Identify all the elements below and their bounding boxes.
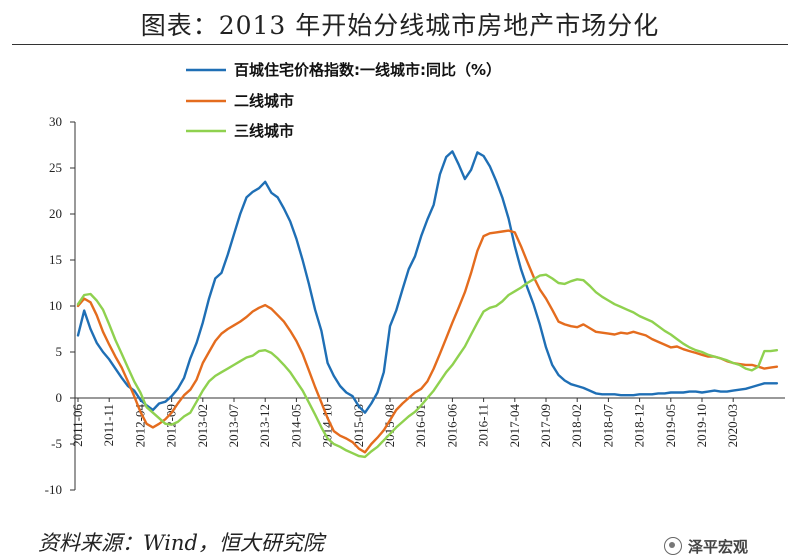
legend-label-2: 二线城市 [234, 92, 294, 110]
y-tick-label: -5 [51, 436, 62, 451]
x-tick-label: 2013-07 [226, 404, 241, 448]
x-tick-label: 2014-05 [288, 404, 303, 447]
x-tick-label: 2016-01 [413, 404, 428, 447]
series-line-3 [76, 273, 779, 459]
watermark: 泽平宏观 [664, 536, 748, 557]
x-tick-label: 2013-12 [257, 404, 272, 447]
source-note: 资料来源：Wind，恒大研究院 [38, 531, 324, 555]
x-tick-label: 2011-06 [70, 404, 85, 447]
chart-title: 图表：2013 年开始分线城市房地产市场分化 [140, 11, 660, 40]
y-tick-label: 20 [49, 206, 62, 221]
y-tick-label: 15 [49, 252, 62, 267]
chart-axes: -10 -5 0 5 10 15 20 25 30 2011-06 2011-11 2012-04 20… [45, 114, 785, 497]
y-tick-label: 10 [49, 298, 62, 313]
y-tick-label: -10 [45, 482, 62, 497]
x-tick-label: 2018-02 [569, 404, 584, 447]
legend-label-3: 三线城市 [234, 122, 294, 140]
x-tick-label: 2015-03 [351, 404, 366, 447]
legend-label-1: 百城住宅价格指数:一线城市:同比（%） [234, 61, 501, 79]
x-tick-label: 2011-11 [101, 404, 116, 446]
x-tick-label: 2020-03 [725, 404, 740, 447]
x-tick-label: 2017-09 [538, 404, 553, 447]
wechat-logo-icon [664, 537, 682, 555]
x-tick-label: 2012-04 [132, 404, 147, 448]
x-tick-label: 2016-11 [476, 404, 491, 447]
y-tick-label: 5 [56, 344, 63, 359]
x-tick-label: 2016-06 [444, 404, 459, 448]
y-tick-label: 30 [49, 114, 62, 129]
series-line-1 [76, 150, 779, 414]
x-tick-label: 2019-05 [663, 404, 678, 447]
x-tick-label: 2017-04 [507, 404, 522, 448]
x-tick-label: 2013-02 [195, 404, 210, 447]
x-tick-label: 2018-12 [632, 404, 647, 447]
x-tick-label: 2019-10 [694, 404, 709, 447]
series-line-2 [76, 229, 779, 454]
series-layer [76, 150, 779, 459]
watermark-text: 泽平宏观 [688, 538, 749, 556]
y-tick-label: 0 [56, 390, 63, 405]
x-tick-label: 2014-10 [320, 404, 335, 447]
y-tick-label: 25 [49, 160, 62, 175]
title-divider [12, 44, 788, 45]
x-tick-label: 2018-07 [600, 404, 615, 448]
